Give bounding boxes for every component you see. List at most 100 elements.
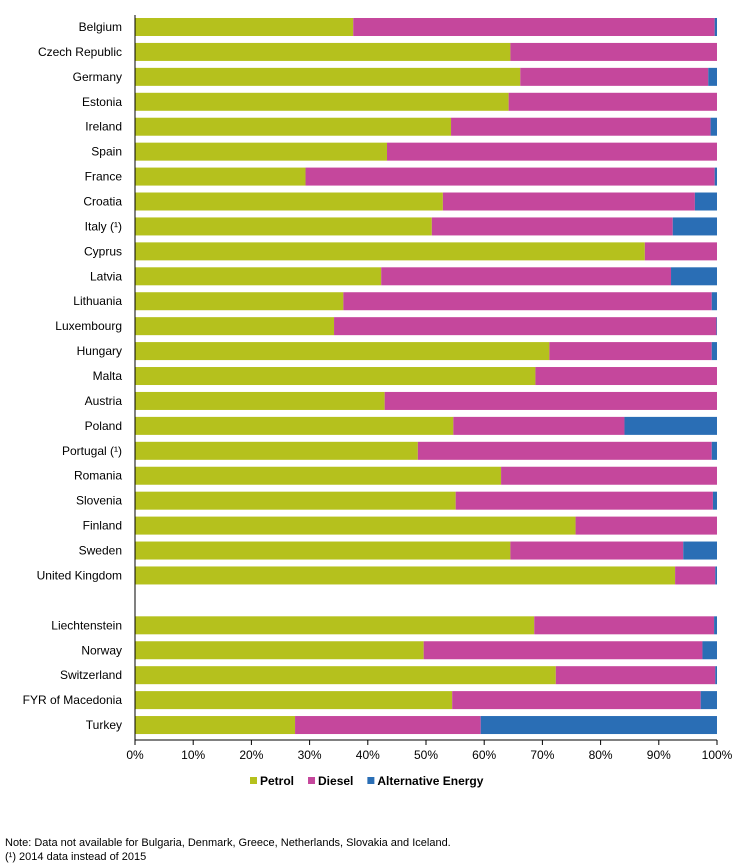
bar-segment-alternative-energy: [624, 416, 717, 435]
bar-segment-alternative-energy: [714, 167, 717, 186]
category-label: Portugal (¹): [62, 444, 122, 458]
bar-segment-petrol: [135, 67, 521, 86]
x-tick-label: 90%: [647, 748, 671, 762]
bar-segment-petrol: [135, 391, 385, 410]
category-label: Finland: [83, 519, 122, 533]
bar-segment-petrol: [135, 217, 432, 236]
bar-segment-diesel: [520, 67, 709, 86]
category-label: Luxembourg: [55, 319, 122, 333]
bar-segment-diesel: [423, 641, 703, 660]
bar-segment-alternative-energy: [716, 317, 717, 336]
bar-segment-alternative-energy: [714, 18, 717, 36]
bar-segment-alternative-energy: [672, 217, 717, 236]
bar-segment-diesel: [575, 516, 717, 535]
x-tick-label: 70%: [530, 748, 554, 762]
bar-segment-alternative-energy: [702, 641, 717, 660]
bar-segment-diesel: [501, 466, 717, 485]
category-label: Hungary: [77, 344, 122, 358]
category-label: Switzerland: [60, 668, 122, 682]
category-label: Liechtenstein: [51, 618, 122, 632]
category-label: Norway: [81, 643, 122, 657]
bar-segment-diesel: [453, 416, 625, 435]
bar-segment-petrol: [135, 117, 452, 136]
category-label: Spain: [91, 145, 122, 159]
legend-swatch-diesel: [308, 777, 316, 784]
bar-segment-petrol: [135, 666, 556, 685]
bar-segment-petrol: [135, 491, 456, 510]
bar-segment-petrol: [135, 317, 335, 336]
bar-segment-diesel: [510, 42, 717, 61]
x-tick-label: 50%: [414, 748, 438, 762]
bar-segment-alternative-energy: [710, 117, 717, 136]
bar-segment-alternative-energy: [715, 566, 717, 585]
bar-segment-diesel: [384, 391, 717, 410]
bar-segment-petrol: [135, 142, 388, 161]
legend-swatch-petrol: [250, 777, 257, 784]
bar-segment-alternative-energy: [671, 267, 717, 286]
category-label: Slovenia: [76, 494, 122, 508]
category-label: Sweden: [79, 544, 122, 558]
bar-segment-alternative-energy: [700, 691, 717, 710]
bar-segment-petrol: [135, 242, 645, 261]
bar-segment-alternative-energy: [480, 716, 717, 735]
bar-segment-diesel: [675, 566, 716, 585]
bar-segment-petrol: [135, 716, 296, 735]
legend-label-diesel: Diesel: [318, 774, 353, 788]
bar-segment-diesel: [555, 666, 716, 685]
stacked-bar-chart: Belgium Czech Republic Germany Estonia Irela…: [23, 15, 733, 788]
bar-segment-diesel: [431, 217, 673, 236]
bar-segment-petrol: [135, 541, 511, 560]
bar-segment-diesel: [510, 541, 684, 560]
legend-label-petrol: Petrol: [260, 774, 294, 788]
bar-segment-alternative-energy: [708, 67, 717, 86]
footnotes: Note: Data not available for Bulgaria, D…: [5, 836, 451, 864]
bar-segment-diesel: [508, 92, 717, 111]
bar-segment-diesel: [295, 716, 481, 735]
category-label: Malta: [93, 369, 123, 383]
bar-segment-petrol: [135, 466, 502, 485]
category-label: Czech Republic: [38, 45, 122, 59]
bar-segment-diesel: [387, 142, 717, 161]
category-label: Croatia: [83, 195, 122, 209]
bar-segment-diesel: [535, 367, 717, 386]
category-label: FYR of Macedonia: [23, 693, 123, 707]
bar-segment-diesel: [455, 491, 713, 510]
bar-segment-diesel: [305, 167, 715, 186]
bar-segment-petrol: [135, 192, 443, 211]
bar-segment-petrol: [135, 342, 550, 361]
bar-segment-alternative-energy: [694, 192, 717, 211]
x-tick-label: 80%: [589, 748, 613, 762]
bar-segment-petrol: [135, 566, 676, 585]
x-tick-label: 10%: [181, 748, 205, 762]
bar-segment-petrol: [135, 416, 454, 435]
bar-segment-petrol: [135, 641, 424, 660]
bar-segment-diesel: [549, 342, 712, 361]
bar-segment-petrol: [135, 367, 536, 386]
category-label: France: [85, 170, 123, 184]
bar-segment-diesel: [534, 616, 715, 635]
note-2014-data: (¹) 2014 data instead of 2015: [5, 851, 147, 863]
bar-segment-diesel: [417, 441, 712, 460]
bar-segment-petrol: [135, 92, 509, 111]
bar-segment-diesel: [343, 292, 712, 311]
bar-segment-diesel: [334, 317, 717, 336]
legend-label-alternative-energy: Alternative Energy: [377, 774, 483, 788]
x-tick-label: 100%: [702, 748, 733, 762]
bar-segment-diesel: [644, 242, 717, 261]
bar-segment-alternative-energy: [683, 541, 717, 560]
legend-swatch-alternative-energy: [367, 777, 375, 784]
category-label: Germany: [73, 70, 122, 84]
bar-segment-petrol: [135, 167, 306, 186]
bar-segment-petrol: [135, 516, 576, 535]
bar-segment-alternative-energy: [712, 491, 717, 510]
category-label: Italy (¹): [85, 219, 122, 233]
bar-segment-petrol: [135, 292, 344, 311]
x-tick-label: 0%: [126, 748, 144, 762]
category-label: Estonia: [82, 95, 122, 109]
bar-segment-alternative-energy: [714, 616, 717, 635]
x-tick-label: 40%: [356, 748, 380, 762]
note-data-availability: Note: Data not available for Bulgaria, D…: [5, 837, 451, 849]
category-label: Romania: [74, 469, 122, 483]
bar-segment-diesel: [381, 267, 672, 286]
bar-segment-petrol: [135, 42, 511, 61]
